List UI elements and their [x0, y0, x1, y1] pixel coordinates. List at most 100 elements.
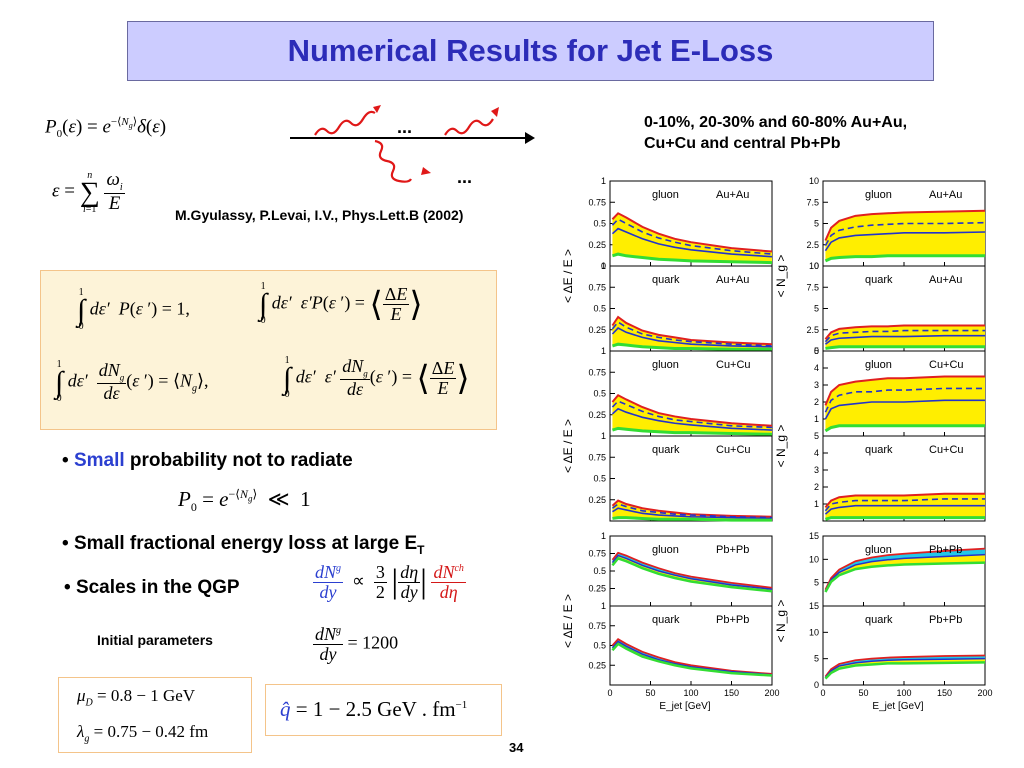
- y-axis-label: < ΔE / E >: [561, 249, 575, 303]
- y-tick-label: 2: [814, 397, 819, 407]
- panel-system-label: Cu+Cu: [716, 359, 751, 371]
- gluon-wave-2: [374, 139, 412, 183]
- x-tick-label: 150: [724, 688, 739, 698]
- panel-system-label: Pb+Pb: [929, 614, 962, 626]
- series-line: [612, 516, 772, 522]
- y-tick-label: 4: [814, 363, 819, 373]
- energy-loss-charts: 1 0.75 0.5 0.25 0 gluon Au+Au 1 0.75 0.5 0.25 quark…: [561, 176, 993, 712]
- series-line: [611, 393, 773, 427]
- qhat-value: = 1 − 2.5 GeV . fm: [295, 697, 456, 721]
- y-tick-label: 5: [814, 219, 819, 229]
- y-tick-label: 0.75: [588, 621, 606, 631]
- panel-parton-label: quark: [865, 614, 893, 626]
- y-tick-label: 10: [809, 627, 819, 637]
- x-tick-label: 200: [977, 688, 992, 698]
- y-tick-label: 0.5: [593, 641, 606, 651]
- panel-frame: [822, 605, 986, 686]
- y-tick-label: 5: [814, 654, 819, 664]
- y-tick-label: 2.5: [806, 240, 819, 250]
- gluon-arrow-1: [373, 105, 381, 113]
- series-line: [611, 554, 773, 590]
- series-line: [611, 638, 773, 675]
- series-line: [611, 407, 773, 431]
- series-line: [611, 212, 773, 253]
- series-line: [824, 492, 985, 509]
- y-tick-label: 0.25: [588, 495, 606, 505]
- x-tick-label: 150: [937, 688, 952, 698]
- y-tick-label: 0.75: [588, 367, 606, 377]
- series-line: [825, 345, 985, 350]
- y-tick-label: 2: [814, 482, 819, 492]
- x-tick-label: 200: [764, 688, 779, 698]
- panel-system-label: Au+Au: [716, 274, 749, 286]
- gluon-density-equation: dNg dy = 1200: [313, 624, 399, 664]
- series-line: [824, 231, 986, 252]
- y-tick-label: 0: [814, 346, 819, 356]
- series-line: [611, 551, 773, 589]
- series-line: [824, 399, 985, 420]
- y-axis-label: < N_g >: [774, 600, 788, 643]
- series-line: [611, 321, 773, 347]
- y-tick-label: 1: [601, 431, 606, 441]
- panel-parton-label: quark: [652, 614, 680, 626]
- series-line: [824, 561, 986, 593]
- panel-system-label: Cu+Cu: [929, 359, 964, 371]
- panel-system-label: Pb+Pb: [929, 544, 962, 556]
- y-tick-label: 3: [814, 380, 819, 390]
- uncertainty-band: [612, 500, 772, 521]
- y-tick-label: 5: [814, 578, 819, 588]
- y-tick-label: 0: [814, 261, 819, 271]
- y-tick-label: 15: [809, 601, 819, 611]
- y-tick-label: 1: [814, 414, 819, 424]
- page-title: Numerical Results for Jet E-Loss: [287, 33, 774, 68]
- qhat-equation: q̂ = 1 − 2.5 GeV . fm−1: [280, 697, 468, 721]
- y-tick-label: 0.75: [588, 282, 606, 292]
- y-tick-label: 7.5: [806, 282, 819, 292]
- x-tick-label: 50: [645, 688, 655, 698]
- panel-parton-label: quark: [652, 444, 680, 456]
- mu-debye-value: = 0.8 − 1 GeV: [97, 686, 196, 705]
- y-tick-label: 0: [601, 261, 606, 271]
- series-line: [611, 252, 773, 265]
- mu-debye-equation: μD = 0.8 − 1 GeV: [77, 686, 196, 709]
- x-tick-label: 50: [858, 688, 868, 698]
- y-tick-label: 7.5: [806, 197, 819, 207]
- y-tick-label: 10: [809, 176, 819, 186]
- y-tick-label: 0.25: [588, 584, 606, 594]
- x-tick-label: 100: [896, 688, 911, 698]
- series-line: [611, 315, 773, 346]
- bullet-scales-qgp: • Scales in the QGP: [64, 577, 240, 598]
- series-line: [824, 547, 986, 591]
- normalization-integral: 1 ∫ 0 dε′ P(ε ′) = 1,: [77, 287, 190, 332]
- y-tick-label: 0: [814, 680, 819, 690]
- y-tick-label: 2.5: [806, 325, 819, 335]
- series-line: [611, 400, 773, 429]
- panel-parton-label: gluon: [865, 359, 892, 371]
- mean-free-path-value: = 0.75 − 0.42 fm: [93, 722, 209, 741]
- y-tick-label: 10: [809, 261, 819, 271]
- mu-lambda-box: μD = 0.8 − 1 GeV λg = 0.75 − 0.42 fm: [58, 677, 252, 753]
- series-line: [824, 387, 985, 413]
- bullet-small-fractional-loss: • Small fractional energy loss at large …: [62, 533, 425, 557]
- y-tick-label: 0.5: [593, 219, 606, 229]
- mean-free-path-equation: λg = 0.75 − 0.42 fm: [77, 722, 209, 745]
- series-line: [611, 342, 772, 351]
- panel-system-label: Au+Au: [929, 189, 962, 201]
- y-tick-label: 0.5: [593, 474, 606, 484]
- y-tick-label: 1: [601, 531, 606, 541]
- panel-parton-label: quark: [865, 274, 893, 286]
- page-number: 34: [509, 740, 524, 755]
- x-tick-label: 100: [683, 688, 698, 698]
- y-tick-label: 5: [814, 304, 819, 314]
- y-tick-label: 0.25: [588, 410, 606, 420]
- mean-gluon-number-integral: 1 ∫ 0 dε′ dNg dε (ε ′) = ⟨Ng⟩,: [55, 359, 209, 404]
- series-line: [824, 329, 985, 343]
- x-tick-label: 0: [820, 688, 825, 698]
- series-line: [611, 426, 773, 436]
- gluon-emission-diagram: ... ...: [290, 105, 535, 187]
- y-tick-label: 0.75: [588, 549, 606, 559]
- series-line: [824, 504, 985, 515]
- systems-note-line2: Cu+Cu and central Pb+Pb: [644, 135, 841, 152]
- uncertainty-band: [612, 395, 772, 435]
- jet-arrowhead: [525, 132, 535, 144]
